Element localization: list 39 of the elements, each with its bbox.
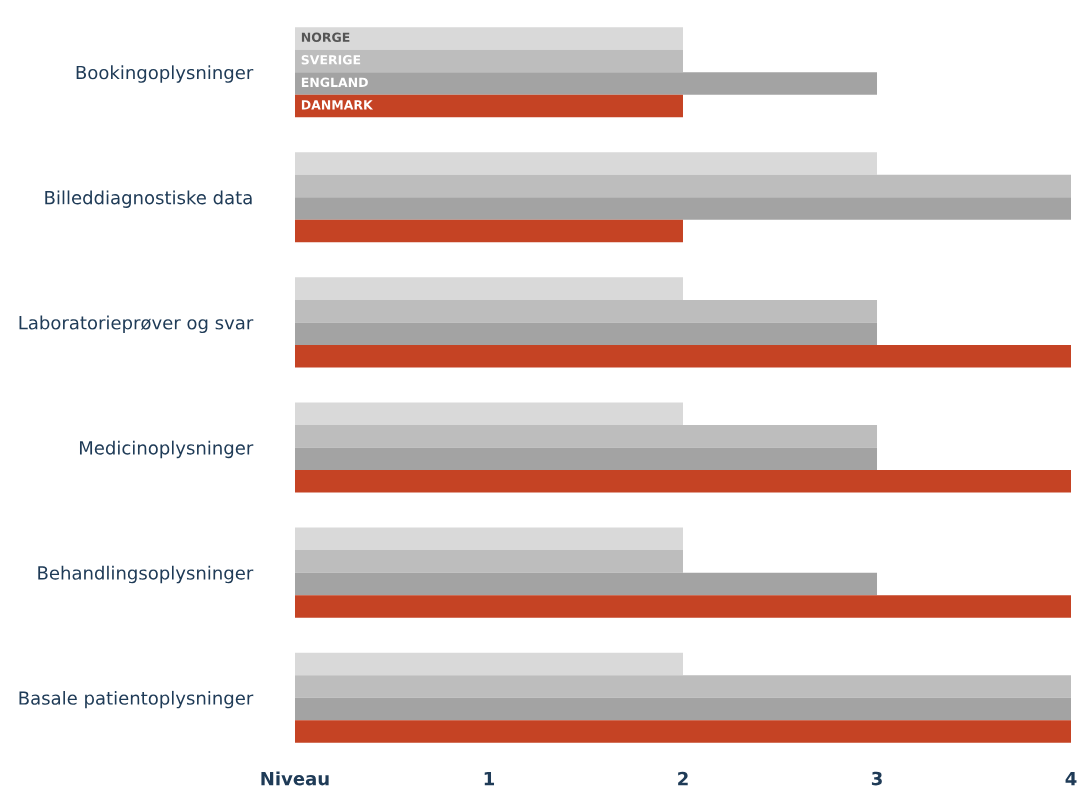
bar [294, 447, 878, 471]
x-tick-label: Niveau [261, 771, 329, 786]
bar [294, 425, 878, 448]
bar [294, 652, 683, 676]
x-tick-label: 3 [871, 771, 882, 786]
x-tick-label: 1 [484, 771, 495, 786]
bar [294, 152, 878, 175]
bar [294, 277, 683, 300]
y-tick-label: Behandlingsoplysninger [38, 565, 254, 584]
bar [294, 197, 1072, 220]
series-label: ENGLAND [301, 77, 368, 88]
bar [294, 572, 878, 596]
y-tick-label: Bookingoplysninger [76, 65, 254, 83]
y-tick-label: Laboratorieprøver og svar [19, 315, 254, 334]
bar [294, 27, 683, 50]
bar [294, 344, 1072, 368]
bar [294, 470, 1072, 493]
bar [294, 402, 683, 425]
bar [294, 675, 1072, 698]
y-tick-label: Basale patientoplysninger [19, 690, 254, 709]
x-tick-label: 2 [678, 771, 688, 786]
y-tick-label: Billeddiagnostiske data [45, 190, 252, 208]
bar [294, 72, 878, 95]
bar [294, 299, 878, 323]
bar [294, 527, 683, 551]
y-tick-label: Medicinoplysninger [79, 440, 254, 459]
bar [294, 219, 683, 243]
x-tick-label: 4 [1065, 771, 1077, 786]
bar [294, 550, 683, 573]
bar [294, 720, 1072, 743]
series-label: SVERIGE [301, 55, 361, 65]
bar [294, 697, 1072, 721]
series-label: DANMARK [301, 100, 374, 110]
series-label: NORGE [301, 32, 350, 43]
bar [294, 595, 1072, 618]
bar [294, 322, 878, 345]
bar [294, 49, 683, 73]
bar [294, 94, 683, 118]
bar [294, 174, 1072, 198]
